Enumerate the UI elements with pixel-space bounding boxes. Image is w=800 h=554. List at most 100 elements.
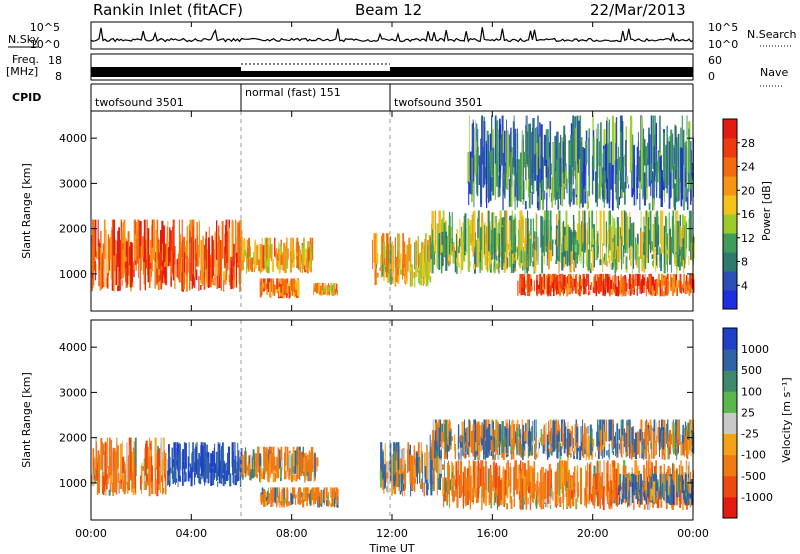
echo-cell <box>634 273 637 286</box>
echo-cell <box>534 438 537 460</box>
echo-cell <box>653 146 655 206</box>
echo-cell <box>563 274 566 287</box>
echo-cell <box>281 459 283 468</box>
echo-cell <box>575 126 577 195</box>
echo-cell <box>323 287 326 293</box>
echo-cell <box>653 257 655 268</box>
echo-cell <box>202 442 204 466</box>
echo-cell <box>605 419 608 442</box>
echo-cell <box>233 276 235 290</box>
echo-cell <box>572 215 575 261</box>
echo-cell <box>321 290 324 296</box>
echo-cell <box>662 210 664 243</box>
echo-cell <box>656 482 659 499</box>
echo-cell <box>538 289 539 294</box>
echo-cell <box>294 450 297 474</box>
echo-cell <box>669 476 671 493</box>
echo-cell <box>495 254 497 266</box>
echo-cell <box>426 446 428 480</box>
echo-cell <box>532 243 534 258</box>
echo-cell <box>612 257 614 268</box>
echo-cell <box>296 252 298 257</box>
echo-cell <box>112 471 115 493</box>
echo-cell <box>395 257 398 283</box>
echo-cell <box>164 243 167 258</box>
echo-cell <box>617 495 620 504</box>
freq-tick-top: 18 <box>48 54 62 67</box>
echo-cell <box>239 466 242 487</box>
echo-cell <box>265 447 268 472</box>
echo-cell <box>616 250 617 271</box>
echo-cell <box>590 282 593 287</box>
echo-cell <box>583 223 586 251</box>
echo-cell <box>540 481 543 501</box>
echo-cell <box>476 424 478 450</box>
echo-cell <box>217 481 219 487</box>
echo-cell <box>524 449 526 457</box>
echo-cell <box>173 456 175 481</box>
echo-cell <box>134 437 137 477</box>
echo-cell <box>472 241 474 251</box>
echo-cell <box>553 421 556 452</box>
echo-cell <box>195 443 197 470</box>
echo-cell <box>214 443 216 466</box>
echo-cell <box>550 469 552 489</box>
echo-cell <box>221 221 224 259</box>
echo-cell <box>556 494 559 505</box>
echo-cell <box>448 464 450 495</box>
echo-cell <box>553 419 555 446</box>
echo-cell <box>478 241 481 263</box>
echo-cell <box>94 260 96 281</box>
echo-cell <box>540 496 543 510</box>
echo-cell <box>543 134 547 166</box>
echo-cell <box>660 253 662 272</box>
echo-cell <box>619 437 621 454</box>
echo-cell <box>113 236 116 272</box>
echo-cell <box>539 136 542 169</box>
echo-cell <box>237 225 239 265</box>
echo-cell <box>518 438 521 443</box>
echo-cell <box>228 243 230 270</box>
echo-cell <box>520 444 523 454</box>
echo-cell <box>387 264 389 283</box>
echo-cell <box>194 462 196 476</box>
echo-cell <box>280 255 283 265</box>
echo-cell <box>434 430 437 449</box>
echo-cell <box>376 253 379 265</box>
echo-cell <box>122 249 124 279</box>
echo-cell <box>652 115 655 170</box>
echo-cell <box>211 235 213 263</box>
echo-cell <box>691 278 693 289</box>
echo-cell <box>639 429 642 441</box>
echo-cell <box>644 421 647 447</box>
echo-cell <box>425 238 427 278</box>
x-tick-label: 20:00 <box>577 527 609 540</box>
echo-cell <box>127 231 130 276</box>
echo-cell <box>500 479 502 500</box>
echo-cell <box>476 172 479 195</box>
echo-cell <box>164 262 166 267</box>
echo-cell <box>302 245 304 274</box>
freq-tick-bottom: 8 <box>55 70 62 83</box>
echo-cell <box>297 462 300 475</box>
x-tick-label: 00:00 <box>677 527 709 540</box>
echo-cell <box>181 219 183 257</box>
echo-cell <box>398 487 400 492</box>
echo-cell <box>551 273 554 286</box>
echo-cell <box>635 165 637 206</box>
echo-cell <box>302 497 305 508</box>
echo-cell <box>679 246 681 271</box>
echo-cell <box>667 434 669 460</box>
echo-cell <box>151 247 154 272</box>
colorbar-swatch <box>723 271 737 291</box>
echo-cell <box>574 424 576 454</box>
echo-cell <box>421 478 423 486</box>
echo-cell <box>281 252 284 257</box>
echo-cell <box>655 211 658 245</box>
echo-cell <box>661 286 663 296</box>
echo-cell <box>602 460 605 487</box>
echo-cell <box>409 271 412 287</box>
echo-cell <box>513 179 515 202</box>
echo-cell <box>531 134 534 171</box>
echo-cell <box>319 285 322 295</box>
